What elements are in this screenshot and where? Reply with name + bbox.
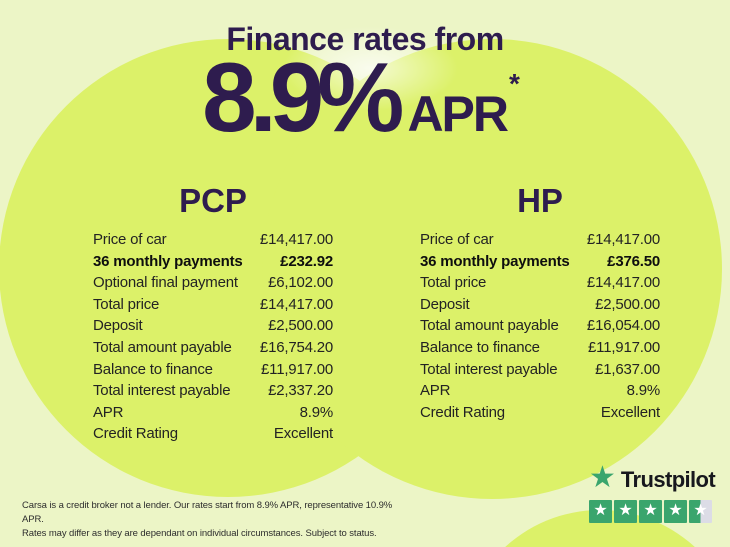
row-value: 8.9% xyxy=(626,382,661,400)
trustpilot-star-box: ★ xyxy=(614,500,637,523)
hp-table-title: HP xyxy=(517,182,563,219)
row-label: Balance to finance xyxy=(93,360,213,378)
row-label: Total interest payable xyxy=(420,360,558,378)
row-value: £14,417.00 xyxy=(259,295,333,313)
row-label: Total amount payable xyxy=(93,338,232,356)
star-icon: ★ xyxy=(618,501,633,519)
table-row: Total interest payable £1,637.00 xyxy=(420,359,660,381)
row-label: Total amount payable xyxy=(420,317,559,335)
star-icon: ★ xyxy=(693,501,708,519)
row-value: £2,337.20 xyxy=(268,382,333,400)
apr-rate: 8.9% APR * xyxy=(0,46,730,149)
table-row: Total price £14,417.00 xyxy=(420,272,660,294)
table-row: Total price £14,417.00 xyxy=(93,294,333,316)
table-row: Total interest payable £2,337.20 xyxy=(93,380,333,402)
disclaimer-text: Carsa is a credit broker not a lender. O… xyxy=(22,499,402,541)
table-row: Balance to finance £11,917.00 xyxy=(93,359,333,381)
row-label: Credit Rating xyxy=(93,425,178,443)
disclaimer-line-2: Rates may differ as they are dependant o… xyxy=(22,528,377,539)
row-label: Total price xyxy=(93,295,160,313)
row-label: Total interest payable xyxy=(93,382,231,400)
row-label: 36 monthly payments xyxy=(93,252,243,270)
table-row: Credit Rating Excellent xyxy=(420,402,660,424)
pcp-table-title: PCP xyxy=(179,182,247,219)
table-row: Deposit £2,500.00 xyxy=(420,294,660,316)
row-value: £14,417.00 xyxy=(586,274,660,292)
row-value: £232.92 xyxy=(280,252,333,270)
table-row: Optional final payment £6,102.00 xyxy=(93,272,333,294)
trustpilot-stars: ★ ★ ★ ★ ★ xyxy=(589,500,715,523)
row-value: Excellent xyxy=(273,425,333,443)
row-label: APR xyxy=(93,403,124,421)
trustpilot-star-box: ★ xyxy=(664,500,687,523)
row-label: Deposit xyxy=(420,295,470,313)
table-row: Balance to finance £11,917.00 xyxy=(420,337,660,359)
row-value: £16,054.00 xyxy=(586,317,660,335)
row-label: Credit Rating xyxy=(420,403,505,421)
row-label: Deposit xyxy=(93,317,143,335)
apr-asterisk: * xyxy=(509,68,520,99)
row-label: Price of car xyxy=(93,231,167,248)
row-value: £376.50 xyxy=(607,252,660,270)
row-value: Excellent xyxy=(600,403,660,421)
table-row: APR 8.9% xyxy=(93,402,333,424)
trustpilot-star-box: ★ xyxy=(589,500,612,523)
trustpilot-star-icon: ★ xyxy=(589,461,616,494)
star-icon: ★ xyxy=(668,501,683,519)
row-value: £14,417.00 xyxy=(259,231,333,248)
disclaimer-line-1: Carsa is a credit broker not a lender. O… xyxy=(22,500,393,525)
table-row: Total amount payable £16,054.00 xyxy=(420,315,660,337)
trustpilot-badge: ★ Trustpilot ★ ★ ★ ★ ★ xyxy=(589,461,716,523)
star-icon: ★ xyxy=(593,501,608,519)
row-value: £11,917.00 xyxy=(588,338,660,356)
trustpilot-star-box: ★ xyxy=(639,500,662,523)
hp-table: HP Price of car £14,417.00 36 monthly pa… xyxy=(420,184,660,423)
table-row: APR 8.9% xyxy=(420,380,660,402)
row-label: APR xyxy=(420,382,451,400)
row-label: 36 monthly payments xyxy=(420,252,570,270)
table-row: 36 monthly payments £232.92 xyxy=(93,251,333,273)
table-row: 36 monthly payments £376.50 xyxy=(420,251,660,273)
pcp-table-rows: Price of car £14,417.00 36 monthly payme… xyxy=(93,229,333,445)
rate-value: 8.9% xyxy=(202,42,404,152)
row-label: Balance to finance xyxy=(420,338,540,356)
row-value: £6,102.00 xyxy=(268,274,333,292)
row-value: 8.9% xyxy=(299,403,334,421)
star-icon: ★ xyxy=(643,501,658,519)
row-value: £16,754.20 xyxy=(259,338,333,356)
pcp-table: PCP Price of car £14,417.00 36 monthly p… xyxy=(93,184,333,445)
row-value: £2,500.00 xyxy=(595,295,660,313)
row-value: £2,500.00 xyxy=(268,317,333,335)
row-value: £11,917.00 xyxy=(261,360,333,378)
trustpilot-logo: ★ Trustpilot xyxy=(589,461,716,495)
table-row: Price of car £14,417.00 xyxy=(93,229,333,251)
row-label: Price of car xyxy=(420,231,494,248)
table-row: Deposit £2,500.00 xyxy=(93,315,333,337)
table-row: Price of car £14,417.00 xyxy=(420,229,660,251)
row-label: Optional final payment xyxy=(93,274,238,292)
apr-label: APR xyxy=(407,86,509,142)
table-row: Credit Rating Excellent xyxy=(93,423,333,445)
hp-table-rows: Price of car £14,417.00 36 monthly payme… xyxy=(420,229,660,423)
trustpilot-star-box: ★ xyxy=(689,500,712,523)
row-value: £1,637.00 xyxy=(595,360,660,378)
row-value: £14,417.00 xyxy=(586,231,660,248)
background-circle-right xyxy=(262,39,722,499)
banner-title: Finance rates from xyxy=(226,21,504,57)
row-label: Total price xyxy=(420,274,487,292)
table-row: Total amount payable £16,754.20 xyxy=(93,337,333,359)
trustpilot-wordmark: Trustpilot xyxy=(620,467,716,492)
